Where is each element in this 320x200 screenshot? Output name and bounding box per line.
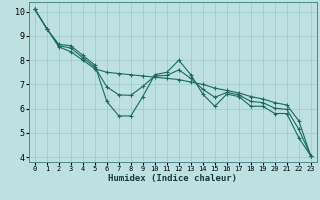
X-axis label: Humidex (Indice chaleur): Humidex (Indice chaleur) [108,174,237,183]
